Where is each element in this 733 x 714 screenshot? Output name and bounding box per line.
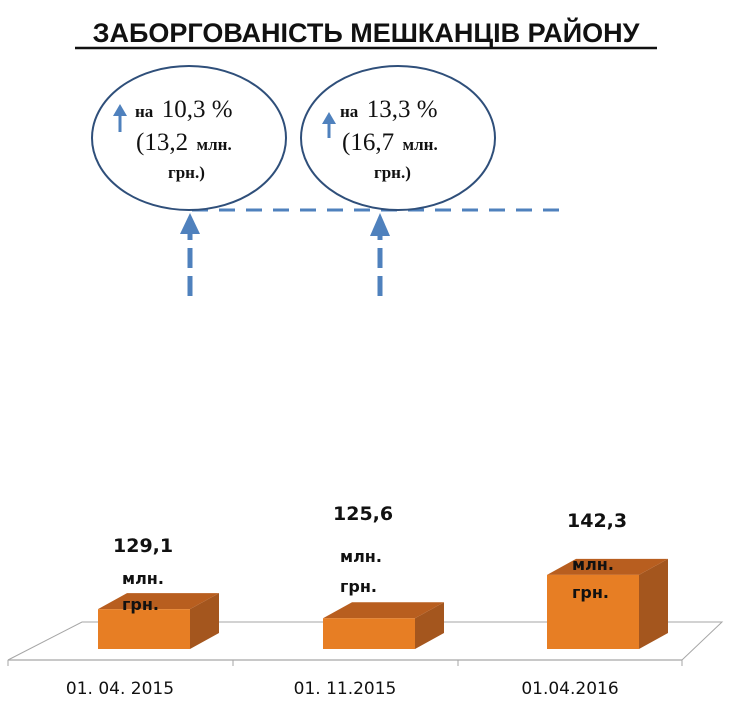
annotation-up-arrow-icon-0 [113,104,127,132]
annotation-1-line1: на 13,3 % [340,96,438,123]
increase-arrow-0-head [180,213,200,234]
bar-2-top [547,558,668,575]
x-tick-label-2: 01.04.2016 [521,679,618,699]
increase-arrow-1 [370,213,390,296]
annotation-up-arrow-icon-1 [322,112,336,138]
value-label-2: 142,3 [567,510,627,532]
value-unit-2b: грн. [572,583,609,602]
value-unit-0a: млн. [122,569,164,588]
value-unit-1b: грн. [340,577,377,596]
bar-0-top [98,593,219,610]
bar-1 [323,602,444,649]
annotation-0-line2: (13,2 млн. [136,129,232,156]
x-tick-label-1: 01. 11.2015 [294,679,397,699]
value-unit-2a: млн. [572,555,614,574]
annotation-1-line3: грн.) [374,163,411,182]
bar-0-side [190,593,219,649]
bar-0 [98,593,219,649]
value-label-0: 129,1 [113,535,173,557]
bars [98,558,668,649]
x-tick-label-0: 01. 04. 2015 [66,679,174,699]
bar-1-top [323,602,444,619]
annotation-ellipse-0 [91,65,287,211]
value-unit-1a: млн. [340,547,382,566]
annotation-bubble-0: на 10,3 % (13,2 млн. грн.) [91,65,287,211]
annotation-ellipse-1 [300,65,496,211]
bar-2-front [547,574,639,649]
annotation-0-line1: на 10,3 % [135,96,233,123]
annotation-bubble-1: на 13,3 % (16,7 млн. грн.) [300,65,496,211]
bar-0-front [98,609,190,649]
bar-1-side [415,602,444,649]
bar-1-front [323,618,415,649]
increase-arrow-1-head [370,213,390,236]
chart-title: ЗАБОРГОВАНІСТЬ МЕШКАНЦІВ РАЙОНУ [93,17,641,48]
annotation-0-line3: грн.) [168,163,205,182]
annotation-1-line2: (16,7 млн. [342,129,438,156]
value-labels: 129,1 млн. грн. 125,6 млн. грн. 142,3 мл… [113,503,627,614]
bar-2-side [639,558,668,649]
increase-arrow-0 [180,213,200,296]
x-tick-labels: 01. 04. 2015 01. 11.2015 01.04.2016 [66,679,619,699]
value-unit-0b: грн. [122,595,159,614]
value-label-1: 125,6 [333,503,393,525]
bar-2 [547,558,668,649]
